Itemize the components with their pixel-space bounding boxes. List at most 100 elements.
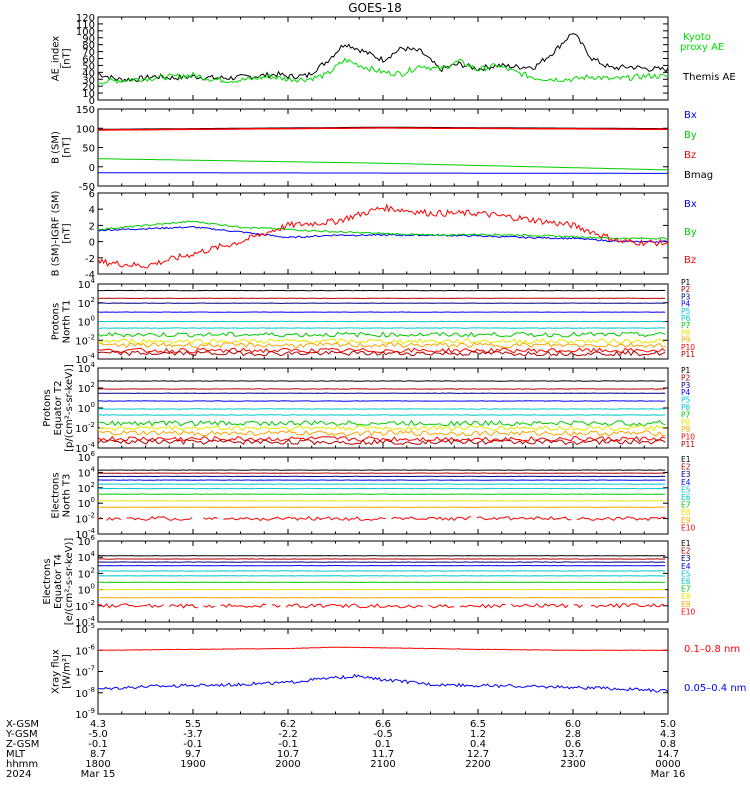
y-axis-label: [e/(cm²-s-sr-keV)] (64, 538, 75, 626)
y-axis-label: [W/m²] (62, 654, 73, 689)
y-tick-label: 102 (78, 481, 95, 495)
flux-line-E10 (203, 516, 218, 520)
xray-long-line (97, 646, 669, 652)
flux-line-E10 (285, 603, 424, 609)
y-tick-label: 100 (78, 315, 95, 329)
panel-bsm: -50 0 50 100 150 B (SM) [nT] (51, 105, 669, 193)
y-tick-label: 100 (78, 496, 95, 510)
y-tick-label: 10-4 (75, 352, 95, 366)
legend-E1: E1 (681, 539, 691, 548)
legend-P5: P5 (681, 307, 691, 316)
y-tick-label: 10-6 (75, 643, 95, 657)
y-tick-label: 6 (89, 189, 95, 200)
axis-value: 0.6 (565, 739, 581, 750)
y-tick-label: 90 (82, 34, 95, 45)
legend-P11: P11 (681, 440, 695, 449)
y-tick-label: 0 (89, 163, 95, 174)
legend-P10: P10 (681, 433, 695, 442)
y-axis-label: B (SM)-IGRF (SM) (51, 191, 62, 277)
axis-value: -2.2 (278, 729, 298, 740)
flux-line-E10 (391, 516, 472, 522)
legend-bigrf-bx: Bx (684, 199, 697, 210)
y-tick-label: 100 (78, 583, 95, 597)
axis-value: 1900 (180, 759, 205, 770)
y-tick-label: 10-8 (75, 686, 95, 700)
y-tick-label: 0 (89, 238, 95, 249)
axis-value: 12.7 (467, 749, 489, 760)
y-axis-label: Equator T4 (53, 554, 64, 609)
y-axis-label: AE_index (51, 36, 62, 82)
y-axis-label: Electrons (51, 472, 62, 518)
axis-row-label: Y-GSM (5, 729, 38, 740)
flux-line-E10 (510, 603, 569, 609)
axis-value: 1.2 (470, 729, 486, 740)
panel-frame (97, 108, 669, 187)
legend-E10: E10 (681, 523, 696, 532)
y-tick-label: 10-2 (75, 599, 95, 613)
legend-bsm-bz: Bz (684, 150, 696, 161)
y-tick-label: 150 (76, 105, 95, 116)
legend-E5: E5 (681, 485, 691, 494)
y-axis-label: North T1 (62, 300, 73, 344)
y-tick-label: 100 (76, 27, 95, 38)
flux-line-E10 (476, 516, 572, 521)
y-tick-label: 40 (82, 68, 95, 79)
axis-value: 4.3 (660, 729, 676, 740)
axis-value: 6.2 (280, 719, 296, 730)
y-tick-label: 10-2 (75, 421, 95, 435)
legend-E4: E4 (681, 478, 691, 487)
y-tick-label: 100 (76, 124, 95, 135)
xray-short-line (97, 673, 669, 693)
legend-E2: E2 (681, 463, 691, 472)
legend-bigrf-bz: Bz (684, 255, 696, 266)
flux-line-P9 (97, 429, 666, 437)
y-tick-label: 50 (82, 144, 95, 155)
legend-P4: P4 (681, 388, 691, 397)
y-tick-label: 20 (82, 82, 95, 93)
flux-line-E10 (97, 603, 164, 609)
y-tick-label: 80 (82, 41, 95, 52)
axis-value: 2000 (275, 759, 300, 770)
flux-line-E10 (590, 603, 666, 609)
legend-E5: E5 (681, 569, 691, 578)
y-tick-label: 102 (78, 566, 95, 580)
axis-value: -0.1 (183, 739, 203, 750)
bsm-series: Bx By Bz Bmag (97, 110, 713, 181)
legend-P5: P5 (681, 396, 691, 405)
bigrf-by-line (97, 220, 669, 240)
bsm-bx-line (98, 172, 668, 174)
axis-value: Mar 15 (81, 769, 116, 780)
y-axis-label: [p/(cm²-s-sr-keV)] (64, 364, 75, 452)
flux-line-P7 (97, 419, 666, 427)
y-tick-label: 60 (82, 55, 95, 66)
axis-row-label: hhmm (6, 759, 38, 770)
legend-xray-long: 0.1–0.8 nm (684, 644, 740, 655)
legend-E7: E7 (681, 501, 691, 510)
axis-row-label: X-GSM (6, 719, 39, 730)
axis-value: -3.7 (183, 729, 203, 740)
panel-frame (97, 628, 669, 715)
panel-ee: 10-4 10-2 100 102 104 106 Electrons Equator T4[… (42, 534, 669, 629)
flux-line-P8 (97, 424, 666, 432)
legend-P3: P3 (681, 292, 691, 301)
legend-E6: E6 (681, 493, 691, 502)
legend-bigrf-by: By (684, 227, 697, 238)
flux-line-E10 (97, 516, 102, 520)
panel-frame (97, 16, 669, 101)
legend-P9: P9 (681, 336, 691, 345)
axis-value: 11.7 (372, 749, 394, 760)
flux-line-E10 (220, 603, 267, 608)
legend-P2: P2 (681, 373, 691, 382)
y-tick-label: -4 (85, 270, 95, 281)
flux-line-P11 (97, 350, 666, 357)
axis-value: -5.0 (88, 729, 108, 740)
y-tick-label: 2 (89, 221, 95, 232)
flux-line-E10 (428, 604, 455, 609)
axis-value: -0.1 (88, 739, 108, 750)
flux-line-P10 (97, 347, 666, 354)
